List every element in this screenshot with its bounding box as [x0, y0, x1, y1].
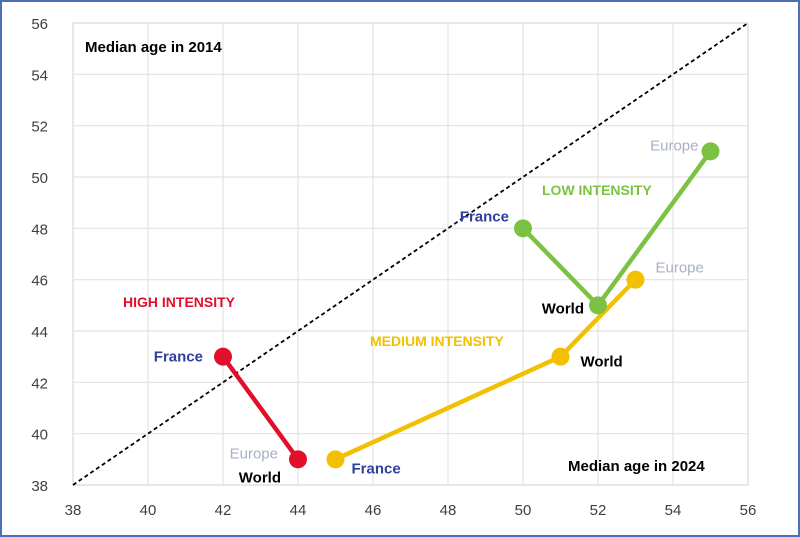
data-point [626, 270, 645, 289]
x-tick-label: 52 [590, 502, 607, 519]
x-tick-label: 38 [65, 502, 82, 519]
data-point [289, 450, 307, 469]
x-tick-label: 46 [365, 502, 382, 519]
y-axis-title: Median age in 2014 [85, 39, 222, 56]
y-tick-label: 52 [31, 119, 48, 136]
data-label: France [460, 208, 509, 225]
y-tick-label: 40 [31, 427, 48, 444]
data-label: Europe [650, 137, 698, 154]
data-point [214, 347, 232, 366]
data-label: World [542, 300, 584, 317]
data-label: Europe [656, 260, 704, 277]
data-label: World [239, 469, 281, 486]
x-tick-label: 50 [515, 502, 532, 519]
y-tick-label: 48 [31, 221, 48, 238]
x-tick-label: 56 [740, 502, 757, 519]
y-tick-label: 42 [31, 375, 48, 392]
y-tick-label: 38 [31, 478, 48, 495]
x-axis-title: Median age in 2024 [568, 458, 705, 475]
series-line [221, 355, 300, 461]
data-point [589, 296, 607, 315]
data-point [514, 219, 532, 238]
data-label: World [581, 354, 623, 371]
data-label: Europe [230, 445, 278, 462]
y-tick-label: 54 [31, 67, 48, 84]
reference-line-y-equals-x [72, 22, 749, 486]
x-tick-label: 40 [140, 502, 157, 519]
series-low-intensity: France World Europe LOW INTENSITY [460, 137, 720, 317]
x-tick-label: 54 [665, 502, 682, 519]
y-tick-label: 46 [31, 273, 48, 290]
series-name-label: HIGH INTENSITY [123, 294, 236, 310]
x-tick-label: 42 [215, 502, 232, 519]
series-name-label: MEDIUM INTENSITY [370, 333, 504, 349]
y-tick-label: 50 [31, 170, 48, 187]
data-label: France [352, 460, 401, 477]
series-group: France Europe World HIGH INTENSITY France Wor… [123, 137, 720, 486]
data-point [551, 347, 570, 366]
data-point [326, 450, 345, 469]
series-medium-intensity: France World Europe MEDIUM INTENSITY [326, 260, 704, 477]
series-high-intensity: France Europe World HIGH INTENSITY [123, 294, 307, 486]
x-tick-label: 48 [440, 502, 457, 519]
data-label: France [154, 349, 203, 366]
axis-ticks: 38 40 42 44 46 48 50 52 54 56 38 40 42 44 46 48 50 52 54 56 [31, 16, 756, 519]
y-tick-label: 44 [31, 324, 48, 341]
data-point [701, 142, 720, 161]
series-name-label: LOW INTENSITY [542, 182, 652, 198]
y-tick-label: 56 [31, 16, 48, 33]
x-tick-label: 44 [290, 502, 307, 519]
